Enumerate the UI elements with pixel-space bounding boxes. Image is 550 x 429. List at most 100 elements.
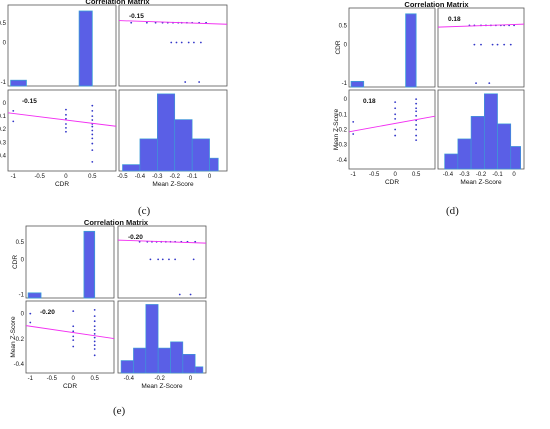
tick-label: 0.5 [91, 376, 100, 382]
scatter-point [503, 43, 506, 46]
panel-frame-2 [25, 300, 115, 374]
scatter-point [145, 21, 148, 24]
y-axis-label: Mean Z-Score [10, 316, 17, 358]
tick-label: -0.4 [124, 376, 135, 382]
tick-label: -1 [11, 174, 17, 180]
cdr-hist-bar [78, 10, 93, 87]
z-hist-bar [484, 93, 498, 170]
tick-label: -0.1 [492, 172, 503, 178]
scatter-point [138, 240, 141, 243]
scatter-point [12, 120, 15, 123]
tick-label: -0.3 [459, 172, 470, 178]
scatter-point [168, 258, 170, 261]
scatter-point [178, 293, 181, 296]
panel-frame-1 [118, 4, 228, 87]
scatter-point [193, 41, 195, 44]
tick-label: 0 [3, 101, 7, 107]
tick-label: -0.2 [0, 127, 7, 133]
scatter-point [93, 320, 96, 323]
tick-label: -0.1 [337, 112, 348, 118]
x-axis-label: CDR [385, 179, 399, 186]
scatter-point [187, 41, 190, 44]
cdr-hist-bar [27, 292, 42, 299]
scatter-point [192, 258, 195, 261]
tick-label: 0 [64, 174, 68, 180]
scatter-point [93, 354, 96, 357]
tick-label: -0.1 [0, 114, 7, 120]
scatter-point [415, 110, 418, 113]
y-axis-label: CDR [0, 38, 1, 52]
z-hist-bar [194, 366, 204, 374]
scatter-point [415, 139, 418, 142]
scatter-point [91, 104, 94, 107]
tick-label: 0 [21, 312, 25, 318]
z-hist-bar [145, 304, 159, 374]
tick-label: -1 [28, 376, 34, 382]
scatter-point [65, 126, 67, 129]
scatter-point [170, 41, 173, 44]
chart-group-d: Correlation Matrix 0.18 0.18 0 0.5 -1 -0.4 -0.3… [333, 0, 525, 186]
correlation-value: -0.20 [40, 309, 55, 316]
z-hist-bar [122, 164, 141, 172]
scatter-point [394, 117, 397, 120]
tick-label: -0.5 [369, 172, 380, 178]
fit-line [7, 112, 117, 127]
scatter-point [184, 81, 187, 83]
z-hist-bar [510, 146, 521, 170]
tick-label: 0 [512, 172, 516, 178]
panel-frame-1 [437, 7, 525, 88]
scatter-point [394, 113, 397, 116]
x-axis-label: CDR [63, 383, 77, 390]
fit-line [25, 325, 115, 340]
scatter-point [93, 336, 96, 339]
tick-label: -0.4 [135, 174, 146, 180]
chart-group-e: Correlation Matrix-0.20-0.2000.5-1-0.4-0… [10, 218, 207, 390]
fit-line [348, 115, 436, 133]
z-hist-bar [157, 347, 171, 374]
tick-label: -0.5 [34, 174, 45, 180]
z-hist-bar [120, 360, 134, 374]
scatter-point [29, 321, 32, 324]
scatter-point [198, 81, 201, 83]
tick-label: -0.3 [0, 140, 7, 146]
z-hist-bar [133, 347, 147, 374]
tick-label: -1 [1, 80, 7, 86]
scatter-point [91, 133, 94, 136]
z-hist-bar [444, 153, 459, 170]
x-axis-label: Mean Z-Score [141, 383, 183, 390]
scatter-point [415, 102, 418, 105]
tick-label: -0.5 [117, 174, 128, 180]
tick-label: -0.2 [337, 128, 348, 134]
panel-frame-1 [117, 225, 207, 299]
scatter-point [174, 258, 177, 261]
scatter-point [394, 101, 397, 104]
tick-label: 0 [344, 97, 348, 103]
tick-label: -1 [19, 292, 25, 298]
scatter-point [352, 133, 355, 135]
correlation-value: -0.15 [129, 13, 144, 20]
scatter-point [12, 110, 15, 112]
scatter-point [65, 113, 67, 116]
tick-label: -0.2 [476, 172, 487, 178]
scatter-point [93, 348, 96, 350]
tick-label: 0 [3, 41, 7, 47]
scatter-point [189, 293, 192, 296]
z-hist-bar [182, 353, 196, 374]
scatter-point [72, 345, 75, 348]
tick-label: -0.4 [0, 153, 7, 159]
z-hist-bar [457, 138, 472, 170]
cdr-hist-bar [405, 13, 417, 88]
y-axis-label: Mean Z-Score [333, 109, 340, 151]
fit-line [117, 239, 207, 244]
scatter-point [91, 125, 94, 128]
scatter-point [65, 117, 67, 120]
x-axis-label: CDR [55, 181, 69, 188]
tick-label: -0.4 [14, 362, 25, 368]
scatter-point [180, 41, 183, 44]
scatter-point [415, 124, 418, 126]
scatter-point [130, 21, 133, 24]
caption-d: (d) [446, 205, 459, 217]
scatter-point [93, 332, 96, 335]
panel-frame-0 [348, 7, 436, 88]
